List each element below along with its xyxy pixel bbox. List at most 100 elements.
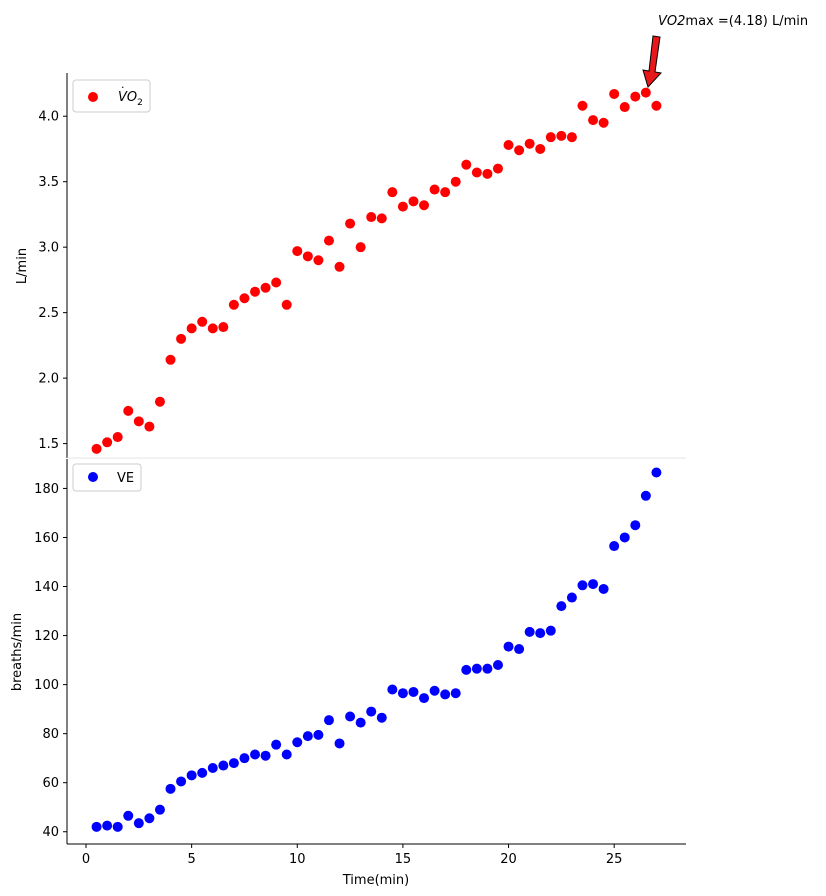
vo2-legend-marker [88, 92, 98, 102]
ve-data-point [133, 818, 144, 829]
ve-data-point [535, 628, 546, 639]
vo2-data-point [260, 282, 271, 293]
vo2-data-point [440, 187, 451, 198]
ve-data-point [651, 467, 662, 478]
vo2-data-point [397, 201, 408, 212]
vo2-data-point [598, 117, 609, 128]
ve-data-point [345, 711, 356, 722]
vo2-data-point [271, 277, 282, 288]
x-tick-label: 20 [500, 852, 517, 867]
vo2-data-point [323, 235, 334, 246]
ve-data-point [588, 579, 599, 590]
vo2-data-point [366, 212, 377, 223]
vo2-data-point [228, 299, 239, 310]
vo2-data-point [112, 432, 123, 443]
ve-data-point [630, 520, 641, 531]
vo2-data-point [651, 100, 662, 111]
ve-data-point [482, 663, 493, 674]
ve-y-tick-label: 100 [34, 678, 59, 693]
vo2max-annotation-text: VO2max =(4.18) L/min [658, 14, 808, 29]
vo2-data-point [197, 316, 208, 327]
ve-data-point [609, 541, 620, 552]
vo2-y-tick-label: 4.0 [38, 110, 59, 125]
ve-points [91, 467, 662, 832]
ve-data-point [461, 664, 472, 675]
ve-data-point [577, 580, 588, 591]
vo2-data-point [545, 132, 556, 143]
x-axis-label: Time(min) [342, 873, 409, 888]
ve-y-tick-label: 40 [42, 825, 59, 840]
ve-data-point [144, 813, 155, 824]
vo2-y-tick-label: 2.0 [38, 372, 59, 387]
ve-data-point [366, 706, 377, 717]
vo2-y-tick-label: 1.5 [38, 437, 59, 452]
ve-data-point [239, 753, 250, 764]
vo2-panel: 1.5 2.0 2.5 3.0 3.5 4.0 L/min VO2 · VO2max =(… [15, 14, 808, 459]
vo2-data-point [144, 421, 155, 432]
vo2-data-point [207, 323, 218, 334]
x-tick-label: 10 [289, 852, 306, 867]
vo2-legend-dot-accent: · [121, 81, 125, 94]
vo2-data-point [630, 91, 641, 102]
ve-data-point [323, 715, 334, 726]
vo2max-arrow [642, 35, 662, 88]
ve-y-tick-label: 120 [34, 629, 59, 644]
ve-data-point [492, 659, 503, 670]
ve-data-point [514, 644, 525, 655]
vo2-data-point [503, 140, 514, 151]
ve-data-point [450, 688, 461, 699]
ve-data-point [218, 760, 229, 771]
ve-data-point [186, 770, 197, 781]
ve-data-point [302, 731, 313, 742]
ve-y-tick-label: 180 [34, 482, 59, 497]
vo2-data-point [239, 293, 250, 304]
vo2-y-tick-label: 3.0 [38, 241, 59, 256]
vo2-data-point [387, 187, 398, 198]
ve-data-point [355, 717, 366, 728]
ve-data-point [123, 810, 134, 821]
ve-data-point [397, 688, 408, 699]
ve-data-point [292, 737, 303, 748]
ve-data-point [376, 712, 387, 723]
vo2-data-point [334, 261, 345, 272]
ve-data-point [260, 750, 271, 761]
vo2-data-point [640, 87, 651, 98]
vo2-data-point [154, 396, 165, 407]
ve-data-point [197, 767, 208, 778]
x-tick-label: 25 [606, 852, 623, 867]
vo2-data-point [176, 333, 187, 344]
vo2-data-point [408, 196, 419, 207]
ve-data-point [91, 821, 102, 832]
ve-data-point [154, 804, 165, 815]
ve-data-point [429, 685, 440, 696]
ve-data-point [387, 684, 398, 695]
ve-data-point [102, 820, 113, 831]
ve-data-point [524, 626, 535, 637]
ve-data-point [334, 738, 345, 749]
vo2-data-point [91, 443, 102, 454]
vo2-data-point [302, 251, 313, 262]
vo2-data-point [450, 176, 461, 187]
vo2-data-point [577, 100, 588, 111]
ve-data-point [271, 739, 282, 750]
ve-y-axis-label: breaths/min [10, 613, 25, 691]
vo2-data-point [566, 132, 577, 143]
ve-data-point [598, 583, 609, 594]
ve-data-point [503, 641, 514, 652]
vo2-data-point [123, 405, 134, 416]
vo2-data-point [429, 184, 440, 195]
x-tick-label: 5 [188, 852, 196, 867]
vo2-data-point [556, 130, 567, 141]
ve-y-tick-label: 60 [42, 776, 59, 791]
vo2-data-point [609, 88, 620, 99]
vo2-y-ticks: 1.5 2.0 2.5 3.0 3.5 4.0 [38, 110, 67, 452]
ve-data-point [250, 749, 261, 760]
vo2-data-point [250, 286, 261, 297]
ve-data-point [112, 821, 123, 832]
vo2-points [91, 87, 662, 454]
ve-data-point [313, 729, 324, 740]
ve-panel: 40 60 80 100 120 140 160 180 0 5 10 15 20 25 breaths… [10, 459, 686, 888]
vo2-data-point [345, 218, 356, 229]
vo2-data-point [133, 416, 144, 427]
